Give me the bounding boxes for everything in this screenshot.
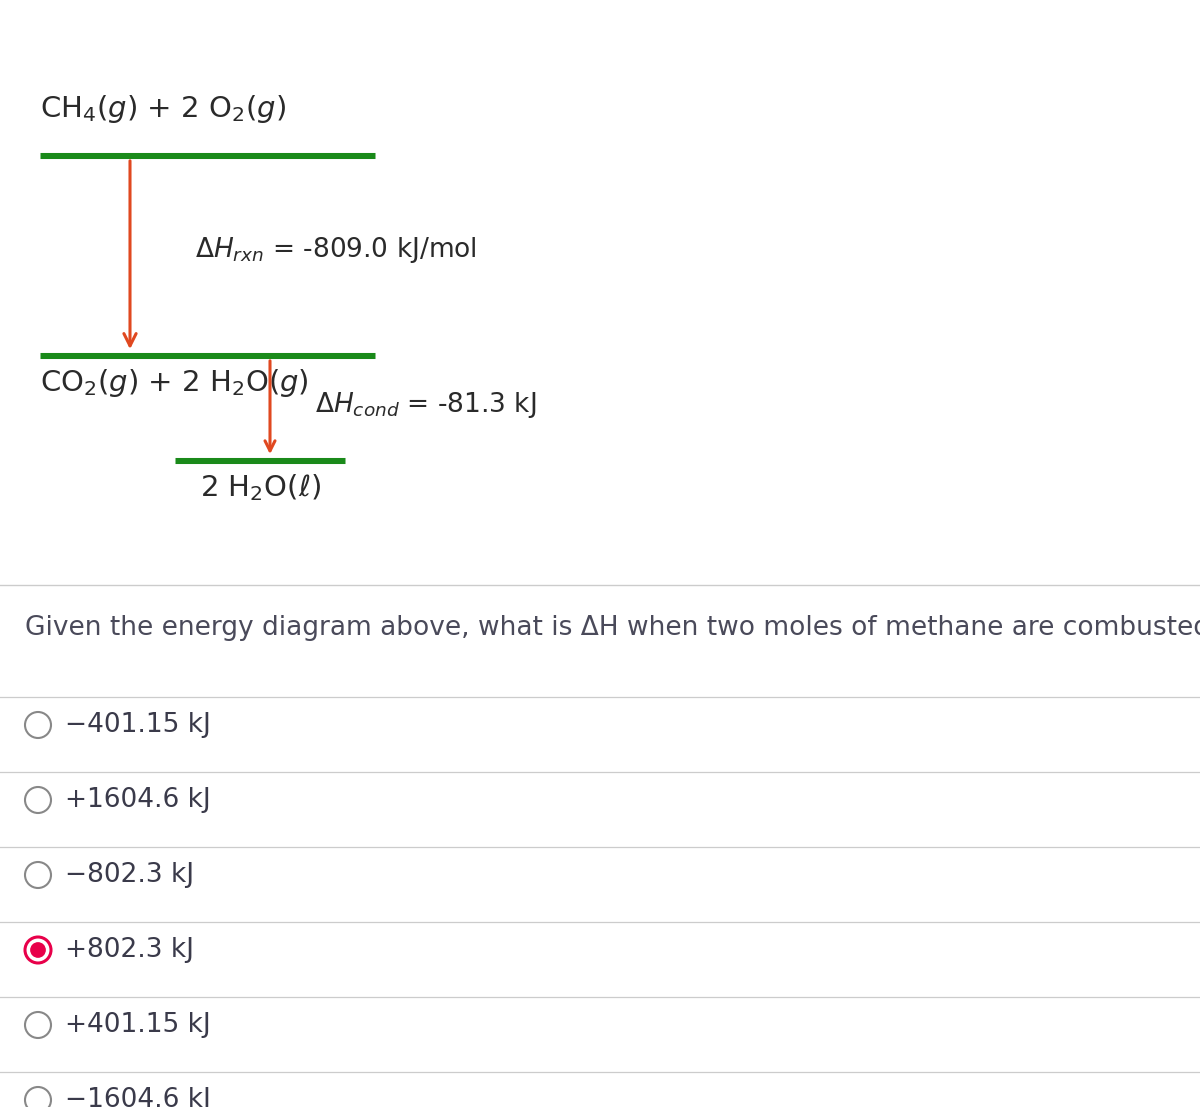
Text: $\Delta H_{\mathit{cond}}$ = -81.3 kJ: $\Delta H_{\mathit{cond}}$ = -81.3 kJ — [314, 390, 536, 420]
Circle shape — [25, 787, 50, 813]
Text: −401.15 kJ: −401.15 kJ — [65, 712, 211, 738]
Text: −802.3 kJ: −802.3 kJ — [65, 862, 194, 888]
Circle shape — [25, 1087, 50, 1107]
Text: −1604.6 kJ: −1604.6 kJ — [65, 1087, 211, 1107]
Text: CH$_4$($g$) + 2 O$_2$($g$): CH$_4$($g$) + 2 O$_2$($g$) — [40, 93, 286, 125]
Circle shape — [25, 712, 50, 738]
Text: +802.3 kJ: +802.3 kJ — [65, 937, 194, 963]
Text: $\Delta H_{\mathit{rxn}}$ = -809.0 kJ/mol: $\Delta H_{\mathit{rxn}}$ = -809.0 kJ/mo… — [194, 235, 476, 265]
Circle shape — [25, 1012, 50, 1038]
Circle shape — [25, 937, 50, 963]
Text: Given the energy diagram above, what is ΔH when two moles of methane are combust: Given the energy diagram above, what is … — [25, 615, 1200, 641]
Circle shape — [25, 862, 50, 888]
Text: CO$_2$($g$) + 2 H$_2$O($g$): CO$_2$($g$) + 2 H$_2$O($g$) — [40, 368, 308, 399]
Text: +1604.6 kJ: +1604.6 kJ — [65, 787, 211, 813]
Text: +401.15 kJ: +401.15 kJ — [65, 1012, 211, 1038]
Text: 2 H$_2$O($\ell$): 2 H$_2$O($\ell$) — [199, 472, 320, 503]
Circle shape — [31, 943, 46, 958]
